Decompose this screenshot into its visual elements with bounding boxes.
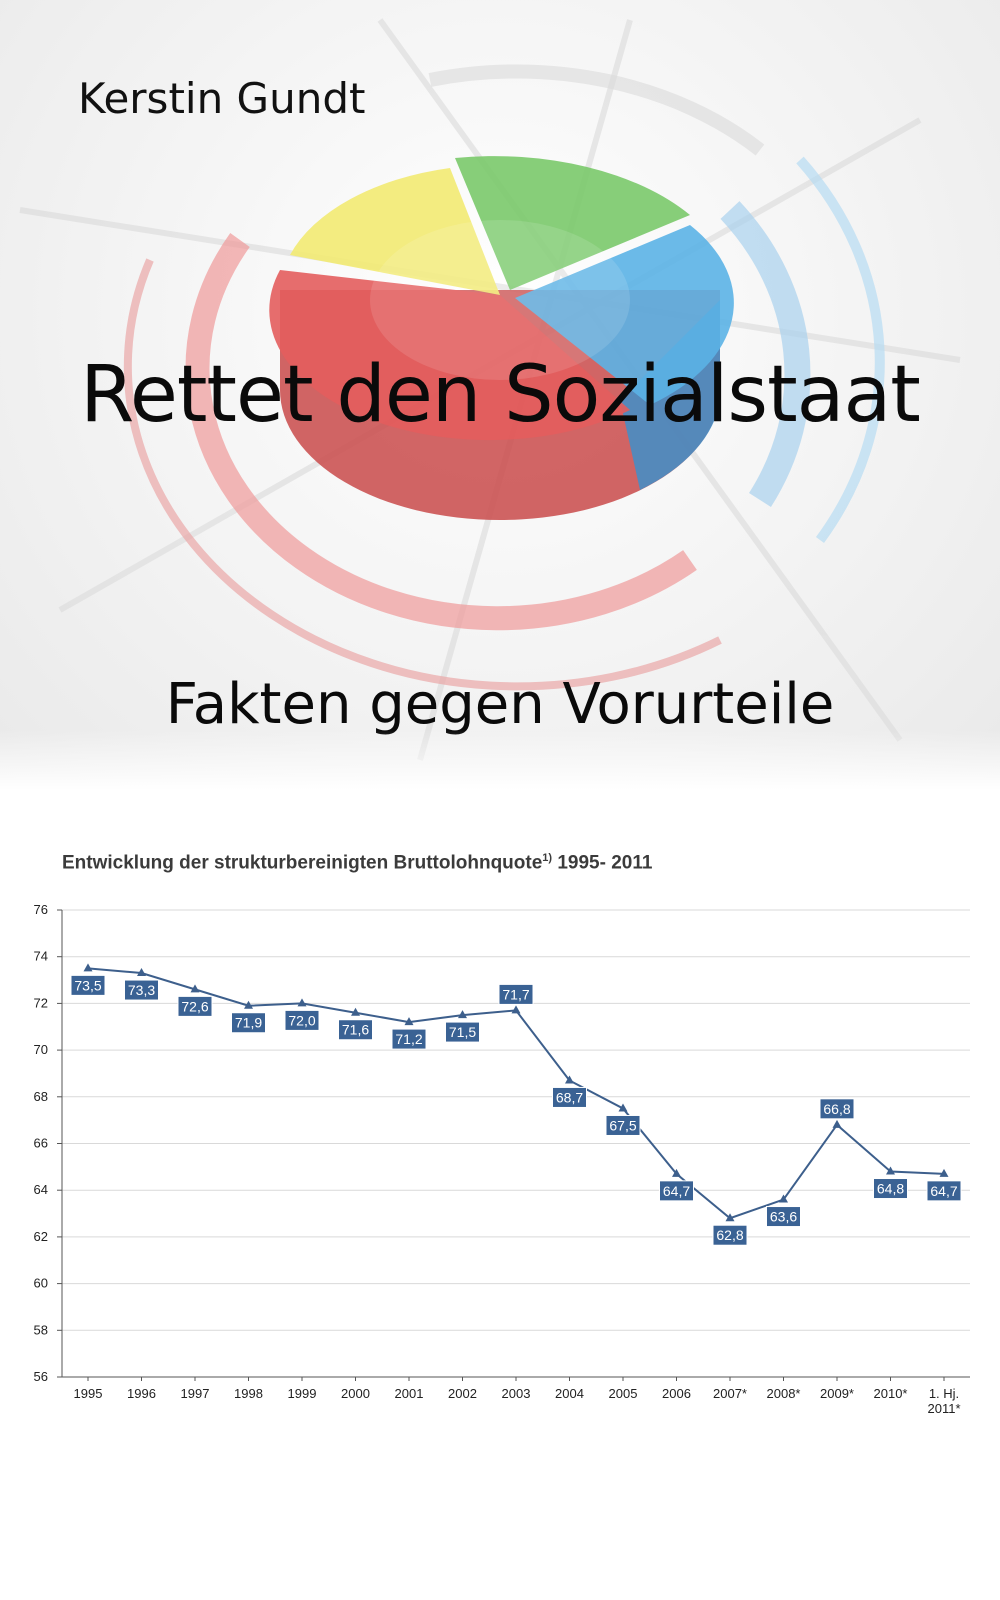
pie-red-slice — [269, 270, 630, 441]
data-label-box — [338, 1019, 373, 1041]
y-tick-label: 76 — [34, 902, 48, 917]
y-tick-label: 66 — [34, 1136, 48, 1151]
x-tick-label: 2001 — [395, 1386, 424, 1401]
data-label: 64,7 — [930, 1183, 957, 1199]
data-point — [404, 1017, 414, 1026]
data-label-box — [498, 983, 534, 1005]
data-label-box — [70, 974, 106, 996]
y-tick-label: 60 — [34, 1276, 48, 1291]
x-tick-label: 1996 — [127, 1386, 156, 1401]
y-tick-label: 58 — [34, 1322, 48, 1337]
data-label-box — [873, 1178, 908, 1200]
data-point — [297, 998, 307, 1007]
pie-yellow-slice — [290, 168, 500, 295]
y-tick-label: 74 — [34, 949, 48, 964]
x-tick-label: 1. Hj. 2011* — [927, 1386, 960, 1416]
data-label: 66,8 — [823, 1101, 850, 1117]
data-label-box — [391, 1028, 427, 1050]
data-point — [190, 984, 200, 993]
chart-plot: 76 74 72 70 68 66 64 62 60 58 56 1995 1996 1997 1998 19… — [34, 902, 970, 1416]
data-label: 71,7 — [502, 986, 529, 1002]
cover-background: Kerstin Gundt Rettet den Sozialstaat Fak… — [0, 0, 1000, 790]
data-point — [672, 1168, 681, 1177]
x-tick-label: 2004 — [555, 1386, 584, 1401]
x-tick-label: 2008* — [767, 1386, 801, 1401]
data-label: 73,5 — [74, 977, 101, 993]
data-point — [458, 1010, 467, 1019]
x-tick-label: 2010* — [874, 1386, 908, 1401]
chart-title-range: 1995- 2011 — [557, 852, 653, 874]
data-label: 67,5 — [609, 1117, 636, 1133]
data-label-box — [712, 1224, 748, 1246]
x-tick-label: 2009* — [820, 1386, 854, 1401]
pie-blue-slice — [515, 225, 734, 405]
y-tick-label: 70 — [34, 1042, 48, 1057]
data-label: 68,7 — [556, 1089, 583, 1105]
data-label: 71,6 — [342, 1022, 369, 1038]
data-point — [83, 963, 93, 972]
chart-title: Entwicklung der strukturbereinigten Brut… — [62, 852, 652, 874]
data-label-box — [124, 979, 159, 1001]
chart-title-footnote: 1) — [542, 852, 553, 864]
data-point — [511, 1005, 521, 1014]
wage-share-chart: Entwicklung der strukturbereinigten Brut… — [0, 840, 1000, 1460]
data-point — [244, 1000, 253, 1009]
x-tick-label: 2006 — [662, 1386, 691, 1401]
author-name: Kerstin Gundt — [78, 74, 366, 123]
x-tick-label: 2005 — [609, 1386, 638, 1401]
data-label: 72,0 — [288, 1012, 315, 1028]
chart-title-text: Entwicklung der strukturbereinigten Brut… — [62, 852, 543, 874]
data-label-box — [445, 1021, 480, 1043]
data-point — [725, 1213, 735, 1222]
data-point — [618, 1103, 628, 1112]
data-label-box — [819, 1098, 855, 1120]
x-tick-label: 1997 — [181, 1386, 210, 1401]
data-label-box — [552, 1086, 587, 1108]
x-tick-label: 2000 — [341, 1386, 370, 1401]
data-label-box — [177, 995, 213, 1017]
y-tick-label: 56 — [34, 1369, 48, 1384]
y-tick-label: 62 — [34, 1229, 48, 1244]
data-point — [832, 1119, 842, 1128]
data-label: 64,7 — [663, 1183, 690, 1199]
pie-green-slice — [455, 156, 690, 290]
pie-chart-illustration — [19, 18, 961, 761]
data-label-box — [766, 1206, 801, 1228]
y-tick-label: 68 — [34, 1089, 48, 1104]
book-subtitle: Fakten gegen Vorurteile — [165, 672, 835, 737]
book-title: Rettet den Sozialstaat — [80, 350, 921, 440]
data-label-box — [926, 1180, 962, 1202]
data-label-box — [284, 1009, 320, 1031]
data-label: 71,9 — [235, 1015, 262, 1031]
x-tick-label: 2007* — [713, 1386, 747, 1401]
x-tick-label: 2002 — [448, 1386, 477, 1401]
data-point — [565, 1075, 574, 1084]
data-label-box — [659, 1180, 694, 1202]
data-point — [351, 1007, 360, 1016]
y-tick-label: 72 — [34, 995, 48, 1010]
data-point — [939, 1168, 949, 1177]
data-label: 63,6 — [770, 1209, 797, 1225]
data-label-box — [605, 1114, 641, 1136]
x-tick-label: 1998 — [234, 1386, 263, 1401]
data-label: 71,2 — [395, 1031, 422, 1047]
data-label: 64,8 — [877, 1181, 904, 1197]
x-tick-label: 1999 — [288, 1386, 317, 1401]
x-tick-label: 2003 — [502, 1386, 531, 1401]
data-point — [886, 1166, 895, 1175]
y-tick-label: 64 — [34, 1182, 48, 1197]
data-label: 73,3 — [128, 982, 155, 998]
data-label: 71,5 — [449, 1024, 476, 1040]
x-tick-label: 1995 — [74, 1386, 103, 1401]
data-point — [779, 1194, 788, 1203]
data-label-box — [231, 1012, 266, 1034]
data-label: 72,6 — [181, 998, 208, 1014]
data-point — [137, 968, 146, 977]
data-label: 62,8 — [716, 1227, 743, 1243]
